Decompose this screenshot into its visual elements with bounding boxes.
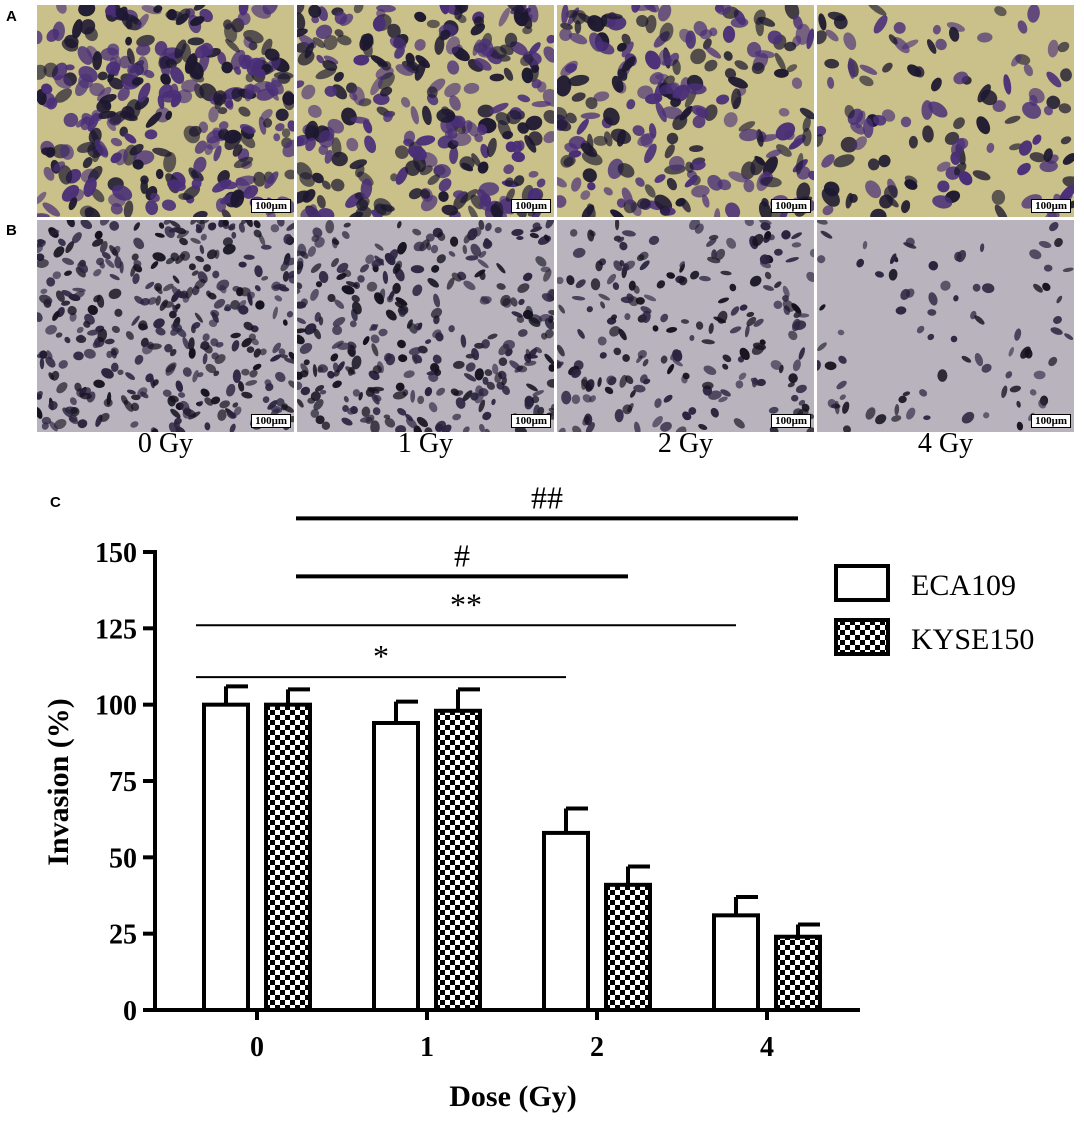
legend-label-eca109: ECA109: [911, 569, 1016, 602]
scale-bar: 100μm: [511, 414, 551, 428]
bar-eca109: [542, 830, 590, 1013]
micrograph-b-4gy-image: [817, 220, 1074, 432]
legend: ECA109 KYSE150: [834, 564, 1034, 656]
micrograph-b-0gy-image: [37, 220, 294, 432]
bar-kyse150: [604, 882, 652, 1013]
y-axis-label: Invasion (%): [42, 698, 75, 866]
micrograph-a-0gy-image: [37, 5, 294, 217]
x-tick-label: 0: [250, 1032, 264, 1063]
micrograph-dose-label: 1 Gy: [397, 428, 454, 459]
bar-eca109: [372, 720, 420, 1013]
bar-eca109: [712, 913, 760, 1013]
micrograph-dose-label: 4 Gy: [917, 428, 974, 459]
micrograph-b-2gy: 100μm: [557, 220, 814, 432]
micrograph-dose-label: 0 Gy: [137, 428, 194, 459]
axes: 0 25 50 75 100 125 150 0 1 2 4: [95, 538, 860, 1063]
y-tick-label: 0: [123, 996, 137, 1027]
y-tick-label: 25: [109, 920, 137, 951]
x-axis-label: Dose (Gy): [449, 1080, 576, 1113]
panel-label-b: B: [6, 222, 17, 239]
panel-label-a: A: [6, 8, 17, 25]
scale-bar: 100μm: [1031, 414, 1071, 428]
significance-label: **: [450, 586, 482, 622]
legend-swatch-kyse150: [834, 618, 890, 656]
significance-brackets: ###***: [196, 479, 798, 679]
bars: [202, 684, 822, 1013]
scale-bar: 100μm: [771, 199, 811, 213]
legend-swatch-eca109: [834, 564, 890, 602]
scale-bar: 100μm: [1031, 199, 1071, 213]
bar-eca109: [202, 702, 250, 1013]
scale-bar: 100μm: [251, 199, 291, 213]
micrograph-b-1gy: 100μm: [297, 220, 554, 432]
scale-bar: 100μm: [771, 414, 811, 428]
x-tick-label: 2: [590, 1032, 604, 1063]
bar-kyse150: [434, 708, 482, 1012]
legend-label-kyse150: KYSE150: [911, 623, 1034, 656]
micrograph-a-2gy: 100μm: [557, 5, 814, 217]
micrograph-a-4gy: 100μm: [817, 5, 1074, 217]
micrograph-a-4gy-image: [817, 5, 1074, 217]
micrograph-b-4gy: 100μm: [817, 220, 1074, 432]
x-tick-label: 4: [760, 1032, 774, 1063]
significance-label: ##: [531, 479, 563, 515]
micrograph-a-1gy-image: [297, 5, 554, 217]
x-tick-label: 1: [420, 1032, 434, 1063]
y-tick-label: 50: [109, 843, 137, 874]
scale-bar: 100μm: [251, 414, 291, 428]
significance-label: *: [373, 638, 389, 674]
micrograph-b-1gy-image: [297, 220, 554, 432]
y-tick-label: 100: [95, 691, 137, 722]
significance-label: #: [454, 537, 470, 573]
micrograph-b-0gy: 100μm: [37, 220, 294, 432]
bar-kyse150: [264, 702, 312, 1013]
micrograph-b-2gy-image: [557, 220, 814, 432]
y-tick-label: 75: [109, 767, 137, 798]
micrograph-dose-label: 2 Gy: [657, 428, 714, 459]
y-tick-label: 150: [95, 538, 137, 569]
micrograph-a-0gy: 100μm: [37, 5, 294, 217]
panel-label-c: C: [50, 494, 61, 511]
bar-kyse150: [774, 934, 822, 1012]
micrograph-a-2gy-image: [557, 5, 814, 217]
y-tick-label: 125: [95, 614, 137, 645]
scale-bar: 100μm: [511, 199, 551, 213]
micrograph-a-1gy: 100μm: [297, 5, 554, 217]
